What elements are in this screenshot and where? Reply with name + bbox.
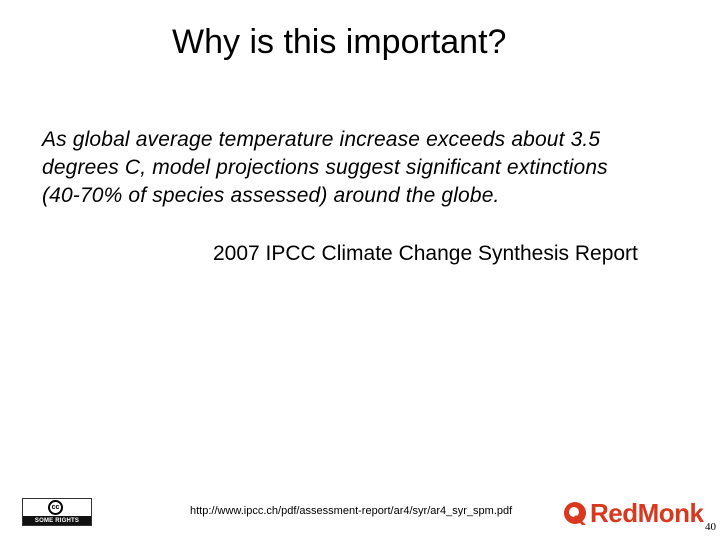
quote-text: As global average temperature increase e… bbox=[42, 126, 728, 210]
quote-line-3: (40-70% of species assessed) around the … bbox=[42, 184, 500, 207]
creative-commons-badge: cc SOME RIGHTS RESERVED bbox=[22, 498, 92, 526]
redmonk-logo-icon bbox=[564, 502, 586, 525]
cc-icon: cc bbox=[48, 500, 63, 515]
slide-title: Why is this important? bbox=[172, 23, 507, 61]
quote-line-1: As global average temperature increase e… bbox=[42, 128, 601, 151]
quote-line-2: degrees C, model projections suggest sig… bbox=[42, 156, 608, 179]
logo-wordmark: RedMonk bbox=[590, 498, 704, 528]
quote-source: 2007 IPCC Climate Change Synthesis Repor… bbox=[213, 242, 638, 265]
source-url: http://www.ipcc.ch/pdf/assessment-report… bbox=[190, 505, 513, 517]
page-number: 40 bbox=[705, 521, 716, 533]
redmonk-logo: RedMonk bbox=[562, 498, 704, 528]
cc-badge-text: SOME RIGHTS RESERVED bbox=[23, 516, 91, 525]
